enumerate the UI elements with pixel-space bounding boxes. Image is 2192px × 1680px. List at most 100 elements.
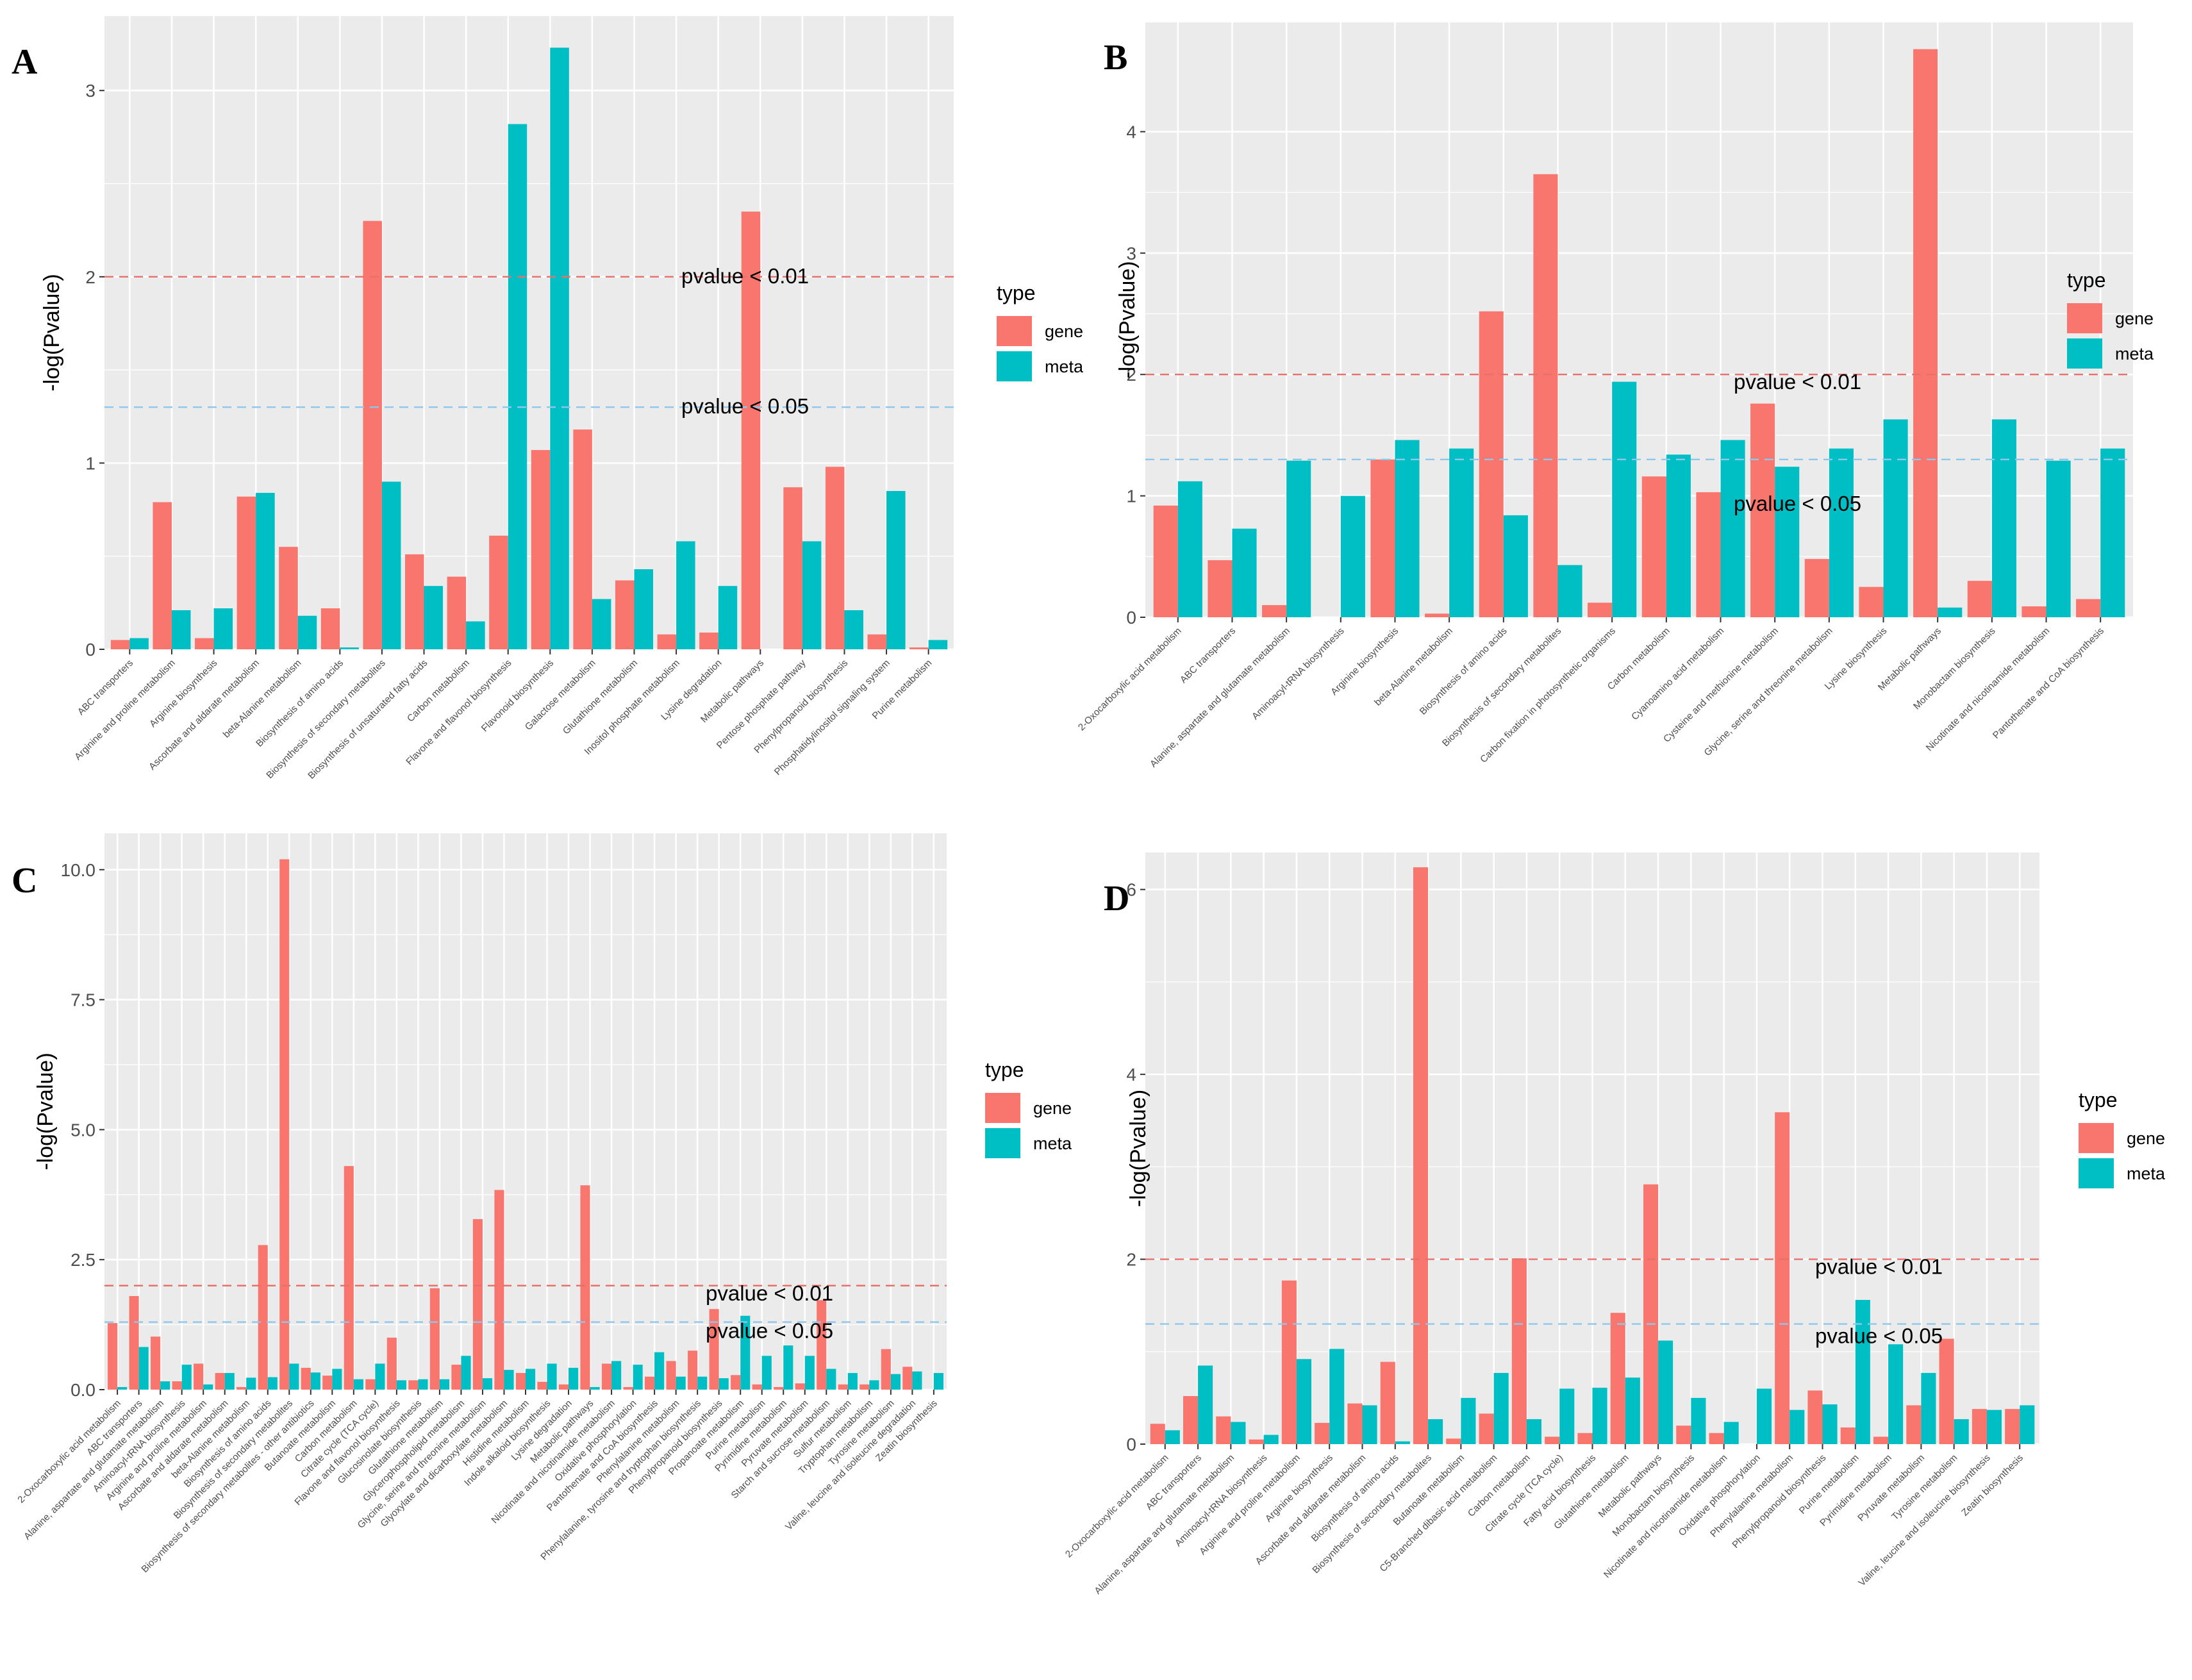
bar-gene <box>320 608 340 649</box>
legend-title: type <box>985 1058 1024 1081</box>
bar-gene <box>1347 1403 1363 1444</box>
bar-meta <box>2046 460 2071 617</box>
legend-key-meta <box>2067 338 2102 369</box>
x-category-label: ABC transporters <box>1178 626 1238 685</box>
bar-meta <box>718 586 738 649</box>
bar-meta <box>740 1315 751 1390</box>
bar-gene <box>795 1383 805 1390</box>
bar-meta <box>1888 1344 1904 1444</box>
bar-meta <box>381 481 401 649</box>
bar-gene <box>1511 1258 1527 1444</box>
ref-label-001: pvalue < 0.01 <box>1734 370 1861 394</box>
bar-gene <box>1775 1112 1790 1444</box>
legend-item-gene: gene <box>2115 309 2154 328</box>
bar-gene <box>1262 605 1287 617</box>
bar-meta <box>697 1376 708 1390</box>
bar-gene <box>151 1336 161 1390</box>
y-tick-label: 1 <box>1126 487 1136 506</box>
bar-gene <box>2022 606 2047 617</box>
bar-gene <box>153 502 172 649</box>
y-tick-label: 0 <box>1126 608 1136 628</box>
bar-gene <box>881 1349 891 1390</box>
bar-meta <box>1723 1422 1739 1444</box>
bar-gene <box>363 220 382 649</box>
x-category-label: Nicotinate and nicotinamide metabolism <box>1602 1452 1730 1581</box>
bar-gene <box>1588 603 1613 617</box>
legend: type gene meta <box>997 281 1084 381</box>
bar-meta <box>1395 1441 1410 1444</box>
bar-gene <box>494 1190 504 1390</box>
bar-gene <box>1859 586 1884 617</box>
bar-meta <box>933 1373 943 1390</box>
legend-item-gene: gene <box>1045 322 1083 341</box>
bar-meta <box>844 610 863 649</box>
bar-meta <box>804 1356 815 1390</box>
x-category-label: Galactose metabolism <box>523 658 598 733</box>
bar-meta <box>1340 495 1365 617</box>
x-category-label: Alanine, aspartate and glutamate metabol… <box>1092 1452 1236 1597</box>
ref-label-001: pvalue < 0.01 <box>681 264 809 288</box>
bar-gene <box>301 1367 311 1390</box>
y-tick-label: 0.0 <box>71 1380 95 1400</box>
bar-gene <box>1676 1426 1691 1444</box>
bar-meta <box>213 608 233 649</box>
bar-meta <box>310 1372 320 1390</box>
bar-meta <box>1165 1430 1180 1444</box>
bar-gene <box>2076 599 2101 617</box>
legend-key-meta <box>2079 1158 2114 1188</box>
bar-meta <box>590 1386 600 1390</box>
legend-key-meta <box>985 1128 1020 1158</box>
ref-label-001: pvalue < 0.01 <box>706 1281 833 1305</box>
bar-gene <box>1939 1338 1954 1444</box>
bar-meta <box>181 1365 192 1390</box>
legend-key-meta <box>997 351 1032 381</box>
bar-meta <box>634 569 654 649</box>
x-category-label: ABC transporters <box>1144 1452 1204 1512</box>
y-axis-label: -log(Pvalue) <box>1115 261 1140 378</box>
bar-gene <box>1479 311 1504 617</box>
bar-gene <box>783 487 802 649</box>
panel-label: C <box>12 861 37 901</box>
panel-label: D <box>1104 879 1129 919</box>
x-category-label: Glycine, serine and threonine metabolism <box>1702 626 1835 758</box>
bar-gene <box>110 640 130 649</box>
legend-title: type <box>997 281 1035 304</box>
bar-gene <box>1150 1424 1165 1444</box>
bar-gene <box>1873 1436 1889 1444</box>
bar-meta <box>1461 1397 1476 1444</box>
x-category-label: Purine metabolism <box>1797 1452 1861 1517</box>
bar-meta <box>138 1347 149 1390</box>
legend: type gene meta <box>985 1058 1072 1158</box>
bar-gene <box>129 1295 139 1390</box>
bar-meta <box>1658 1340 1673 1444</box>
bar-gene <box>1750 403 1775 617</box>
bar-gene <box>1967 581 1992 617</box>
bar-gene <box>558 1384 569 1390</box>
panel-label: B <box>1104 38 1127 78</box>
y-tick-label: 0 <box>85 640 95 660</box>
bar-meta <box>676 1376 686 1390</box>
bar-meta <box>761 1356 772 1390</box>
bar-gene <box>1641 476 1666 617</box>
bar-gene <box>867 634 887 649</box>
bar-meta <box>1756 1388 1772 1444</box>
ref-label-005: pvalue < 0.05 <box>1815 1324 1943 1348</box>
y-axis-label: -log(Pvalue) <box>1126 1090 1150 1207</box>
bar-meta <box>1829 448 1854 617</box>
bar-meta <box>1938 607 1963 617</box>
bar-meta <box>1428 1419 1443 1444</box>
bar-gene <box>615 580 635 649</box>
panel-c: C 0.0 2.5 5.0 7.5 10.0 pvalue < 0.01 pvalue < 0… <box>12 833 1072 1575</box>
bar-gene <box>688 1351 698 1390</box>
bar-meta <box>439 1379 450 1390</box>
x-category-label: C5-Branched dibasic acid metabolism <box>1377 1452 1499 1574</box>
bar-meta <box>256 492 275 649</box>
bar-meta <box>1789 1410 1805 1444</box>
bar-gene <box>774 1386 784 1390</box>
bar-gene <box>515 1373 526 1390</box>
bar-gene <box>172 1381 182 1390</box>
x-category-label: Aminoacyl-tRNA biosynthesis <box>1250 626 1347 722</box>
bar-meta <box>224 1373 235 1390</box>
bar-meta <box>1921 1372 1936 1444</box>
